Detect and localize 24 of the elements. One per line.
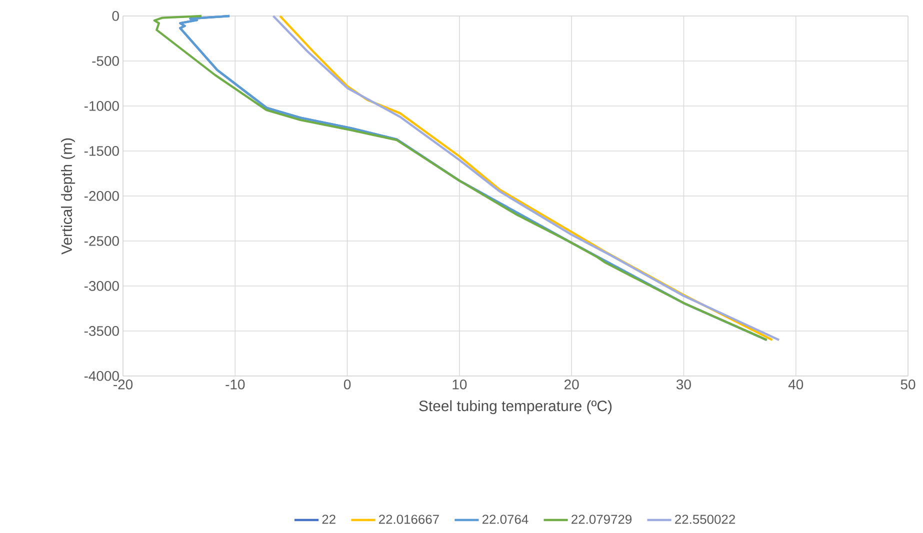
y-tick-label: -500 (92, 56, 119, 66)
x-tick-label: 20 (564, 379, 579, 390)
y-tick-label: -4000 (84, 371, 119, 381)
y-axis-title: Vertical depth (m) (61, 138, 75, 254)
x-tick-label: 40 (788, 379, 804, 390)
y-tick-label: -2000 (84, 191, 119, 201)
legend-label: 22.016667 (378, 514, 439, 524)
legend-label: 22 (322, 514, 336, 524)
legend-label: 22.079729 (572, 514, 632, 524)
x-tick-label: 0 (344, 379, 351, 390)
legend-label: 22.550022 (675, 514, 735, 524)
x-tick-label: -10 (226, 379, 245, 390)
x-tick-label: -20 (114, 379, 133, 390)
y-tick-label: -3500 (84, 326, 119, 336)
x-tick-label: 50 (900, 379, 916, 390)
y-tick-label: 0 (112, 11, 119, 21)
x-tick-label: 30 (676, 379, 691, 390)
x-tick-label: 10 (452, 379, 467, 390)
y-tick-label: -3000 (84, 281, 119, 291)
legend-label: 22.0764 (482, 514, 528, 524)
y-tick-label: -2500 (84, 236, 119, 246)
y-tick-label: -1000 (84, 101, 119, 111)
y-tick-label: -1500 (84, 146, 119, 156)
x-axis-title: Steel tubing temperature (ºC) (419, 400, 612, 414)
